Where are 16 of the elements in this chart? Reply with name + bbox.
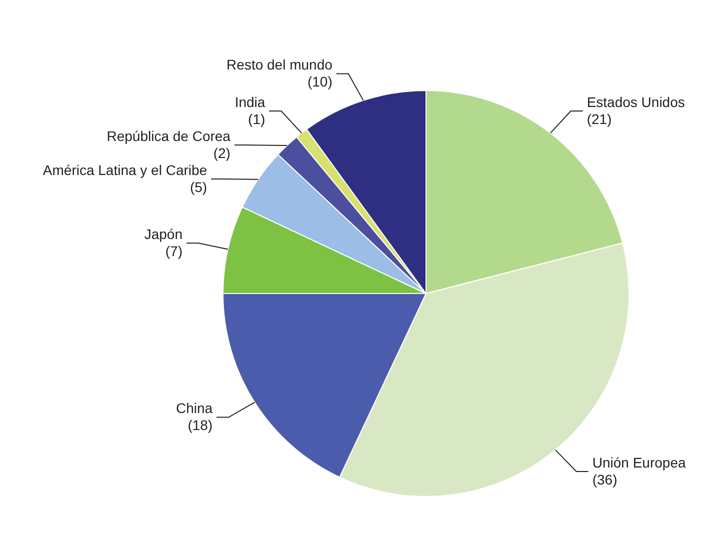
data-label: (21) <box>586 110 612 127</box>
slice-label: Unión Europea <box>592 454 686 470</box>
data-label: (18) <box>188 417 213 434</box>
slice-label: América Latina y el Caribe <box>42 162 208 178</box>
data-label: (10) <box>307 74 332 90</box>
slice-label: Resto del mundo <box>226 56 333 73</box>
data-label: (7) <box>165 242 183 259</box>
data-label: (2) <box>213 144 230 161</box>
data-label: (5) <box>190 178 208 195</box>
slice-label: Estados Unidos <box>586 94 685 110</box>
slice-label: India <box>234 94 266 110</box>
data-label: (1) <box>248 110 266 127</box>
slice-label: República de Corea <box>106 128 231 144</box>
slice-label: Japón <box>144 226 183 242</box>
data-label: (36) <box>592 471 618 488</box>
slice-label: China <box>176 400 213 416</box>
